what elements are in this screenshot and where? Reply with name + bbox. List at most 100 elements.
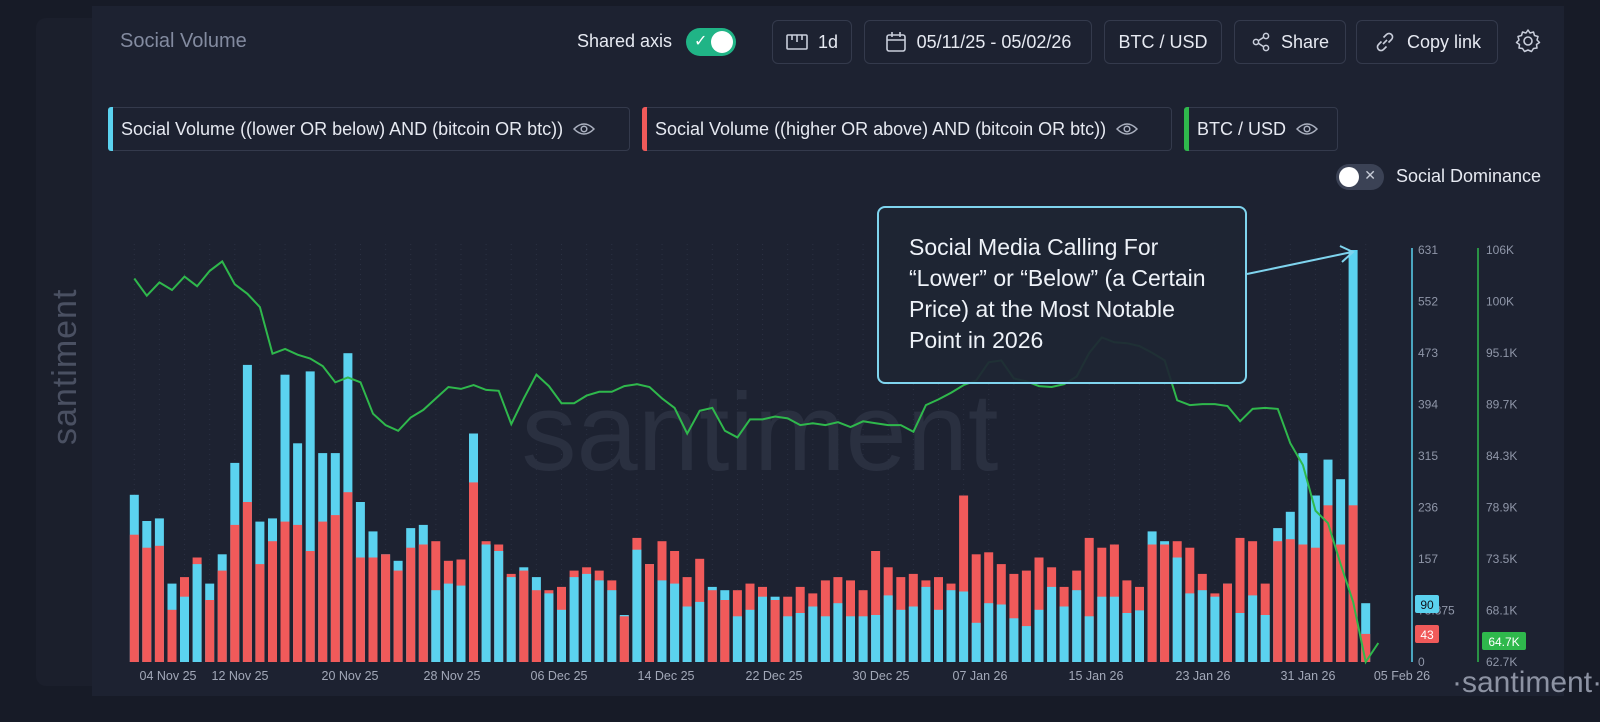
bar-higher — [971, 554, 981, 662]
bar-higher — [393, 570, 403, 662]
x-tick-label: 31 Jan 26 — [1281, 669, 1336, 683]
eye-icon[interactable] — [573, 122, 596, 136]
last-value-badge-lower — [1415, 595, 1439, 613]
gear-icon[interactable] — [1515, 28, 1541, 54]
last-value-higher: 43 — [1420, 628, 1434, 642]
bar-lower — [883, 595, 893, 662]
x-tick-label: 14 Dec 25 — [638, 669, 695, 683]
bar-higher — [1298, 544, 1308, 662]
pair-label: BTC / USD — [1118, 31, 1208, 52]
shared-axis-toggle[interactable]: ✓ — [686, 28, 736, 56]
bar-higher — [519, 570, 529, 662]
bar-higher — [205, 600, 215, 662]
bar-lower — [1034, 609, 1044, 662]
social-dominance-toggle[interactable]: ✕ — [1336, 164, 1384, 190]
bar-lower — [1235, 613, 1245, 662]
bar-higher — [770, 600, 780, 662]
y-right-tick-label: 84.3K — [1486, 449, 1517, 463]
legend-item-lower[interactable]: Social Volume ((lower OR below) AND (bit… — [108, 107, 630, 151]
bar-higher — [1361, 633, 1371, 662]
callout-arrow-head — [1339, 245, 1355, 263]
bar-lower — [921, 586, 931, 662]
x-tick-label: 20 Nov 25 — [322, 669, 379, 683]
bar-lower — [632, 549, 642, 662]
bar-lower — [1185, 593, 1195, 662]
share-label: Share — [1280, 31, 1330, 52]
bar-lower — [544, 593, 554, 662]
bar-higher — [242, 502, 252, 662]
eye-icon[interactable] — [1296, 122, 1319, 136]
bar-lower — [1172, 557, 1182, 662]
bar-lower — [443, 583, 453, 662]
x-tick-label: 30 Dec 25 — [853, 669, 910, 683]
bar-higher — [1084, 537, 1094, 662]
bar-lower — [758, 596, 767, 662]
bar-lower — [1059, 606, 1069, 662]
bar-higher — [318, 521, 328, 662]
x-tick-label: 22 Dec 25 — [746, 669, 803, 683]
bar-higher — [355, 557, 365, 662]
bar-lower — [1197, 590, 1207, 662]
bar-lower — [1210, 596, 1220, 662]
interval-label: 1d — [817, 31, 839, 52]
bar-lower — [934, 609, 943, 662]
bar-lower — [996, 604, 1006, 662]
bar-higher — [707, 590, 717, 662]
bar-lower — [1135, 610, 1144, 662]
y-left-tick-label: 631 — [1418, 243, 1438, 257]
pair-button[interactable]: BTC / USD — [1104, 20, 1222, 64]
bar-lower — [192, 564, 202, 662]
bar-lower — [795, 613, 805, 662]
bar-higher — [1235, 537, 1245, 662]
interval-button[interactable]: 1d — [772, 20, 852, 64]
x-tick-label: 23 Jan 26 — [1176, 669, 1231, 683]
legend-color-lower — [108, 107, 113, 151]
bar-higher — [167, 609, 177, 662]
bar-lower — [682, 606, 692, 662]
bar-lower — [607, 590, 617, 662]
bar-lower — [1097, 596, 1107, 662]
callout-arrow-line — [1246, 251, 1353, 275]
bar-higher — [1021, 570, 1031, 662]
bar-higher — [305, 551, 315, 662]
share-button[interactable]: Share — [1234, 20, 1346, 64]
y-left-tick-label: 394 — [1418, 398, 1438, 412]
bar-lower — [670, 583, 680, 662]
x-tick-label: 04 Nov 25 — [140, 669, 197, 683]
bar-higher — [255, 564, 265, 662]
bar-lower — [1021, 626, 1031, 662]
bar-lower — [481, 544, 491, 662]
legend-item-btc[interactable]: BTC / USD — [1184, 107, 1338, 151]
check-icon: ✓ — [694, 33, 708, 50]
bar-higher — [217, 570, 227, 662]
legend-item-higher[interactable]: Social Volume ((higher OR above) AND (bi… — [642, 107, 1172, 151]
bar-higher — [1160, 544, 1170, 662]
y-left-tick-label: 236 — [1418, 501, 1438, 515]
bar-lower — [732, 616, 742, 662]
legend-color-higher — [642, 107, 647, 151]
bar-lower — [745, 609, 755, 662]
copy-link-button[interactable]: Copy link — [1356, 20, 1498, 64]
bar-higher — [1348, 505, 1358, 662]
bar-higher — [142, 547, 152, 662]
bar-higher — [1336, 544, 1346, 662]
bar-higher — [619, 616, 629, 662]
x-tick-label: 06 Dec 25 — [531, 669, 588, 683]
bar-lower — [1361, 603, 1371, 662]
bar-lower — [946, 590, 956, 662]
y-right-tick-label: 95.1K — [1486, 346, 1517, 360]
bar-higher — [1285, 539, 1295, 662]
share-icon — [1252, 32, 1270, 52]
eye-icon[interactable] — [1116, 122, 1139, 136]
bar-higher — [1323, 505, 1333, 662]
ruler-icon — [786, 34, 808, 50]
bar-lower — [984, 603, 994, 662]
last-value-lower: 90 — [1420, 598, 1434, 612]
bar-higher — [368, 557, 378, 662]
bar-higher — [1273, 541, 1283, 662]
bar-lower — [1109, 596, 1119, 662]
bar-lower — [657, 580, 667, 662]
shared-axis-label: Shared axis — [577, 31, 673, 51]
date-range-button[interactable]: 05/11/25 - 05/02/26 — [864, 20, 1092, 64]
